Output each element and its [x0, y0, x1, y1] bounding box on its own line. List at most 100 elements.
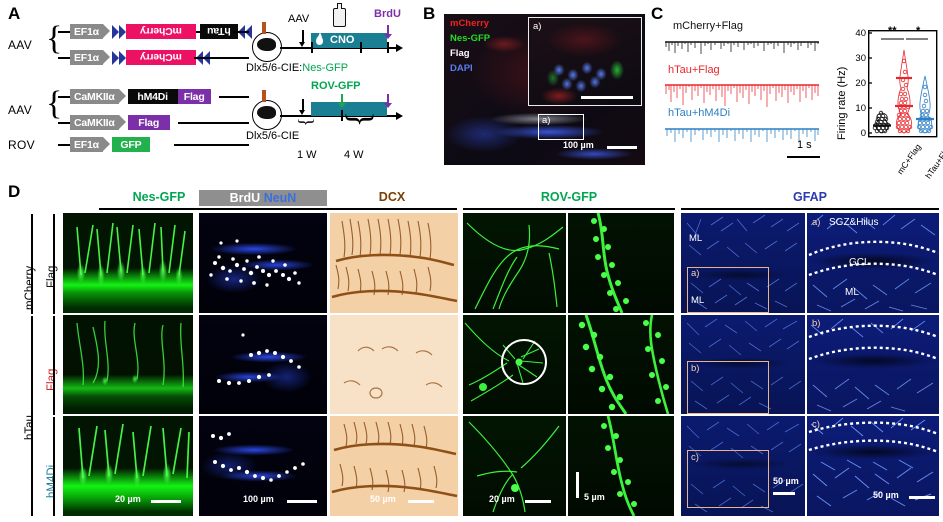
- column-header-neun: NeuN: [263, 191, 297, 205]
- gfap-hi-inset-label-b: b): [812, 318, 821, 329]
- gfap-inset-box-c: [687, 450, 769, 508]
- scalebar-text-spines: 5 µm: [584, 492, 605, 502]
- micrograph-rovgfp-row3: 20 µm: [463, 416, 566, 516]
- panel-letter-b: B: [423, 4, 436, 23]
- cno-label: CNO: [330, 34, 355, 46]
- syringe-icon-2: [262, 90, 266, 102]
- micrograph-spines-row3: 5 µm: [568, 416, 674, 516]
- timeline-tick: [341, 110, 343, 121]
- column-header-brdu-neun: BrdU NeuN: [199, 191, 327, 205]
- column-header-rovgfp: ROV-GFP: [540, 190, 598, 204]
- scalebar-text-gfap-lowmag: 50 µm: [773, 476, 799, 486]
- micrograph-nesgfp-row1: [63, 213, 193, 313]
- gfap-fibers-hi-1: [808, 214, 939, 312]
- row-rule-3: [53, 417, 55, 516]
- significance-1: **: [888, 25, 897, 37]
- ephys-traces: [665, 41, 819, 142]
- row-group-rule-mcherry: [31, 214, 33, 314]
- micrograph-dcx-row2: [330, 315, 458, 414]
- construct-line-1a: [58, 31, 72, 33]
- brace-week1: }: [295, 117, 317, 127]
- construct-group-label-aav1: AAV: [8, 38, 33, 52]
- construct-line-1b: [233, 31, 249, 33]
- construct-group-label-aav2: AAV: [8, 103, 33, 117]
- column-rule-dcx: [327, 208, 457, 210]
- timeline-tick: [360, 42, 362, 53]
- panelb-inset: a): [528, 17, 642, 106]
- trace-label-htau-flag: hTau+Flag: [668, 64, 720, 76]
- channel-label-nesgfp: Nes-GFP: [450, 33, 491, 44]
- panelb-scalebar-text: 100 µm: [563, 140, 594, 150]
- rovgfp-dendrites-1: [466, 222, 564, 310]
- mouse-line-reporter-1: Nes-GFP: [302, 62, 349, 74]
- construct-line-2b: [194, 57, 249, 59]
- column-header-nesgfp: Nes-GFP: [132, 190, 186, 204]
- dcx-cells-3: [330, 416, 458, 516]
- nesgfp-processes-2: [76, 320, 185, 388]
- promoter-ef1a-1: EF1α: [70, 24, 110, 39]
- panelb-roi-box: [538, 114, 584, 140]
- violin-group-htau-hm4di: [916, 75, 934, 134]
- gfap-hi-inset-label-a: a): [812, 217, 821, 228]
- gfap-region-ml-hi: ML: [845, 287, 859, 298]
- micrograph-brdu-row1: [199, 213, 327, 313]
- panelb-inset-scalebar: [581, 96, 633, 99]
- aav-injection-label: AAV: [288, 13, 310, 25]
- gene-mcherry-1: mCherry: [125, 24, 196, 39]
- gfap-inset-label-c: c): [691, 452, 699, 463]
- trace-1: [665, 41, 819, 54]
- channel-label-flag: Flag: [450, 48, 470, 59]
- violin-group-mc-flag: [872, 110, 891, 134]
- violin-plot: [868, 30, 938, 138]
- gfap-hi-inset-label-c: c): [812, 419, 820, 430]
- brace-aav1: {: [46, 20, 63, 57]
- timeline-arrow-2: [396, 112, 403, 120]
- mouse-line-label-1: Dlx5/6-CIE:Nes-GFP: [246, 62, 348, 74]
- time-scalebar: [787, 156, 820, 159]
- column-header-brdu-neun-bg: [199, 190, 327, 206]
- scalebar-text-dcx: 50 µm: [370, 494, 396, 504]
- trace-label-mcherry-flag: mCherry+Flag: [673, 20, 743, 32]
- ytick-30: 30: [855, 53, 866, 64]
- trace-2: [665, 84, 819, 107]
- aav-injection-arrow-2: [299, 99, 305, 115]
- timeline-tick: [311, 42, 313, 53]
- week1-label: 1 W: [297, 149, 317, 161]
- micrograph-rovgfp-row2: [463, 315, 566, 414]
- scalebar-gfap-lowmag: [773, 492, 795, 495]
- row-label-flag-1: Flag: [46, 265, 58, 288]
- gfap-region-sgz-hilus: SGZ&Hilus: [829, 217, 879, 228]
- violin-xlabel-2: hTau+Flag: [923, 142, 943, 181]
- micrograph-gfap-hi-row3: c) 50 µm: [807, 416, 939, 516]
- scalebar-dcx: [408, 500, 434, 503]
- column-header-dcx: DCX: [378, 190, 406, 204]
- micrograph-gfap-row3: c) 50 µm: [681, 416, 805, 516]
- panel-letter-a: A: [8, 4, 21, 23]
- brdu-label: BrdU: [374, 8, 401, 20]
- ytick-20: 20: [855, 78, 866, 89]
- mouse-line-label-2: Dlx5/6-CIE: [246, 130, 300, 142]
- mouse-line-prefix-1: Dlx5/6-CIE:: [246, 62, 303, 74]
- micrograph-spines-row2: [568, 315, 674, 414]
- scalebar-text-brdu: 100 µm: [243, 494, 274, 504]
- row-group-rule-htau: [31, 316, 33, 516]
- row-label-hm4di: hM4Di: [46, 464, 58, 498]
- row-rule-2: [53, 316, 55, 415]
- panelb-inset-label: a): [533, 21, 542, 32]
- loxp-triangle-icon: [111, 50, 119, 65]
- week4-label: 4 W: [344, 149, 364, 161]
- aav-injection-arrow: [299, 30, 305, 47]
- row-group-label-htau: hTau: [24, 415, 36, 440]
- gene-flag-2: Flag: [127, 115, 170, 130]
- column-rule-nesgfp: [99, 208, 219, 210]
- spines-2: [578, 315, 670, 414]
- gfap-region-ml-bottom: ML: [691, 295, 705, 306]
- column-header-gfap: GFAP: [792, 190, 828, 204]
- construct-line-5a: [58, 144, 72, 146]
- dcx-cells-1: [330, 213, 458, 313]
- brdu-arrow: [384, 25, 392, 39]
- micrograph-gfap-hi-row2: b): [807, 315, 939, 414]
- column-rule-rovgfp: [463, 208, 675, 210]
- promoter-ef1a-2: EF1α: [70, 50, 110, 65]
- panelb-scalebar: [607, 146, 637, 149]
